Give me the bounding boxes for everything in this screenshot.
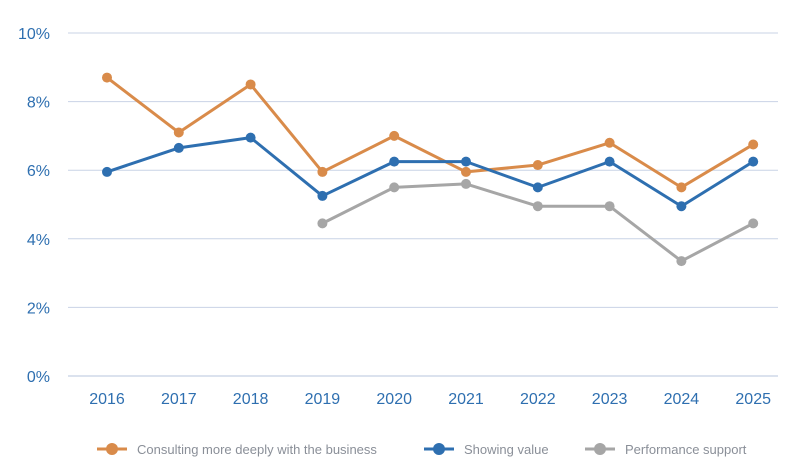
y-axis-ticks: 0% 2% 4% 6% 8% 10% [18,26,50,386]
y-tick-label: 8% [27,95,50,112]
data-point [604,156,615,167]
data-point [604,137,615,148]
data-point [245,132,256,143]
series-lines [102,72,759,267]
x-tick-label: 2022 [520,391,556,408]
data-point [173,142,184,153]
data-point [389,182,400,193]
legend-item-0: Consulting more deeply with the business [97,442,377,457]
data-point [676,256,687,267]
x-tick-label: 2017 [161,391,197,408]
data-point [748,218,759,229]
data-point [532,182,543,193]
data-point [173,127,184,138]
y-tick-label: 2% [27,300,50,317]
data-point [389,130,400,141]
x-tick-label: 2025 [735,391,771,408]
data-point [102,166,112,177]
series-line [321,182,754,263]
legend: Consulting more deeply with the business… [97,442,747,457]
data-point [532,201,543,212]
data-point [389,156,400,167]
data-point [676,201,687,212]
y-tick-label: 6% [27,163,50,180]
legend-swatch-marker [594,443,606,455]
data-point [317,218,328,229]
x-axis-ticks: 2016 2017 2018 2019 2020 2021 2022 2023 2024 2025 [89,391,771,408]
x-tick-label: 2021 [448,391,484,408]
series-2 [317,178,759,267]
data-point [102,72,112,83]
data-point [461,156,471,167]
x-tick-label: 2018 [233,391,269,408]
x-tick-label: 2024 [664,391,700,408]
data-point [461,166,471,177]
data-point [748,156,759,167]
y-tick-label: 0% [27,369,50,386]
series-0 [102,72,759,193]
data-point [676,182,687,193]
data-point [245,79,256,90]
x-tick-label: 2019 [305,391,341,408]
data-point [317,190,328,201]
series-1 [102,132,759,212]
legend-item-1: Showing value [424,442,549,457]
data-point [461,178,471,189]
y-tick-label: 4% [27,232,50,249]
series-line [106,76,754,189]
legend-label: Performance support [625,442,747,457]
x-tick-label: 2020 [376,391,412,408]
x-tick-label: 2016 [89,391,125,408]
series-line [106,136,754,208]
y-tick-label: 10% [18,26,50,43]
legend-swatch-marker [106,443,118,455]
x-tick-label: 2023 [592,391,628,408]
data-point [748,139,759,150]
legend-item-2: Performance support [585,442,747,457]
data-point [604,201,615,212]
gridlines [68,32,778,377]
data-point [317,166,328,177]
legend-label: Showing value [464,442,549,457]
legend-swatch-marker [433,443,445,455]
data-point [532,160,543,171]
legend-label: Consulting more deeply with the business [137,442,377,457]
